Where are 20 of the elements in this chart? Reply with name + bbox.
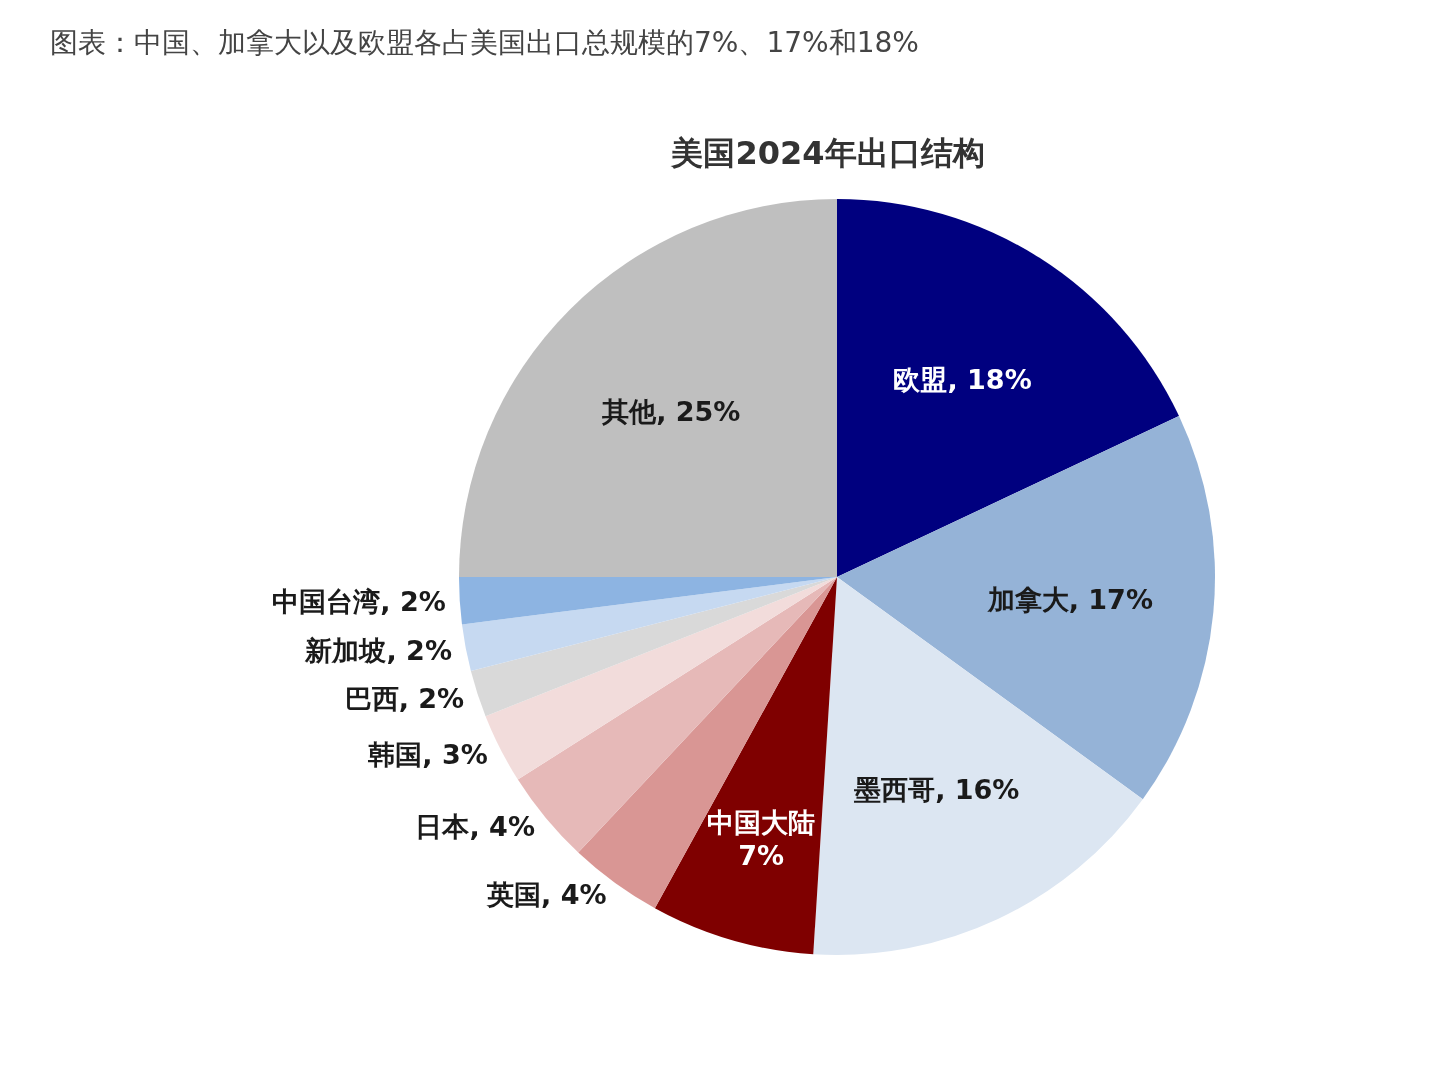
slice-label: 欧盟, 18% bbox=[893, 363, 1032, 395]
pie-slice bbox=[654, 577, 837, 955]
pie-slice bbox=[837, 199, 1180, 577]
pie-slice bbox=[459, 199, 837, 577]
slice-label: 中国大陆 bbox=[707, 806, 816, 838]
slice-label: 巴西, 2% bbox=[344, 682, 465, 714]
slice-label: 加拿大, 17% bbox=[986, 583, 1153, 615]
slice-label: 其他, 25% bbox=[601, 395, 741, 427]
pie-slice bbox=[470, 577, 837, 717]
slice-label: 墨西哥, 16% bbox=[853, 773, 1020, 805]
data-label: 7% bbox=[738, 839, 784, 871]
slice-label: 新加坡, 2% bbox=[304, 634, 452, 666]
slice-label: 日本, 4% bbox=[415, 811, 535, 843]
slice-label: 韩国, 3% bbox=[367, 739, 488, 771]
slice-label: 英国, 4% bbox=[486, 878, 607, 910]
slice-label: 中国台湾, 2% bbox=[272, 586, 446, 618]
pie-slice bbox=[485, 577, 837, 780]
chart-title: 图表：中国、加拿大以及欧盟各占美国出口总规模的7%、17%和18% bbox=[49, 25, 920, 61]
chart-subtitle: 美国2024年出口结构 bbox=[670, 133, 986, 174]
pie-slice bbox=[461, 577, 837, 671]
